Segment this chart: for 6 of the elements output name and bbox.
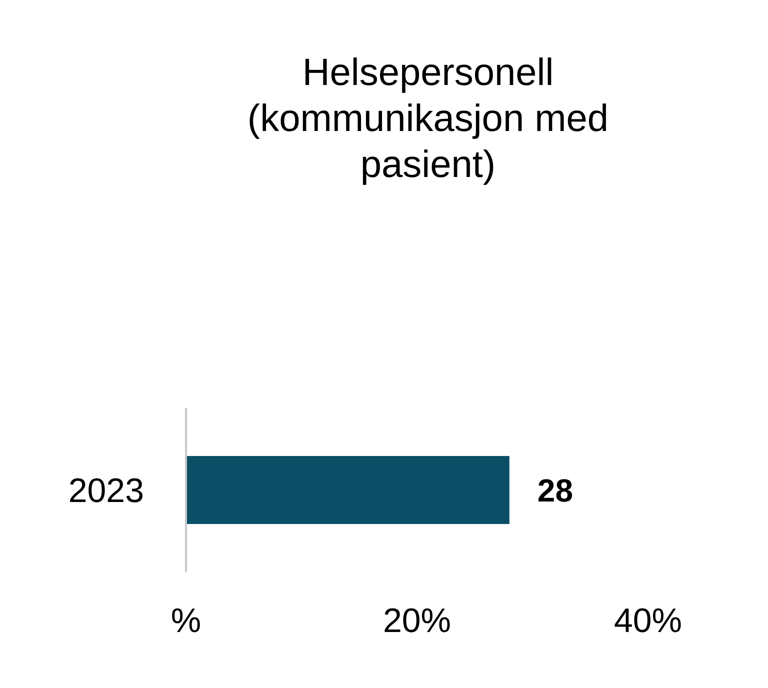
x-tick-label: 20% — [382, 602, 452, 640]
chart-title: Helsepersonell (kommunikasjon med pasient) — [246, 51, 610, 188]
y-tick-label: 2023 — [68, 472, 144, 510]
x-tick-label: % — [170, 602, 202, 640]
data-label: 28 — [537, 472, 573, 508]
x-tick-label: 40% — [614, 602, 682, 640]
